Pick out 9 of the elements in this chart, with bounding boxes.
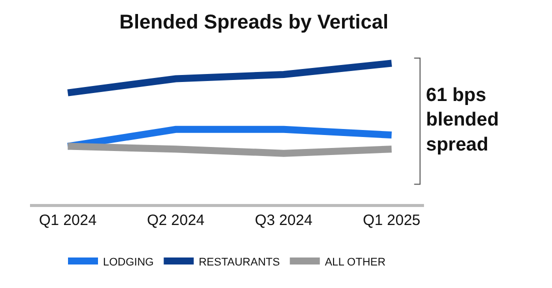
x-tick-label: Q2 2024 [146, 212, 205, 229]
legend-label: LODGING [103, 256, 154, 268]
legend-label: ALL OTHER [324, 256, 386, 268]
text: 61 bps blended spread [426, 85, 499, 156]
x-tick-label: Q3 2024 [254, 212, 312, 229]
legend-label: RESTAURANTS [198, 256, 280, 268]
x-tick-label: Q1 2024 [39, 212, 97, 229]
x-tick-label: Q1 2025 [362, 212, 420, 229]
chart-title: Blended Spreads by Vertical [119, 11, 388, 34]
